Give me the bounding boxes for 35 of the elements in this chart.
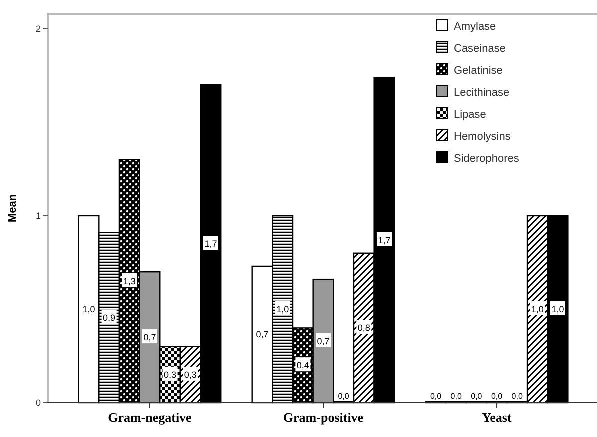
data-label: 0,0 <box>450 392 462 401</box>
data-label: 0,0 <box>430 392 442 401</box>
data-label: 0,0 <box>491 392 504 401</box>
data-label: 1,7 <box>378 235 391 246</box>
data-label: 0,7 <box>256 330 269 340</box>
legend-label: Gelatinise <box>454 65 503 77</box>
y-tick-label: 0 <box>36 398 41 408</box>
data-label: 0,7 <box>317 336 330 346</box>
x-tick-label: Yeast <box>482 410 512 425</box>
data-label: 1,7 <box>204 239 218 250</box>
data-label: 0,4 <box>296 360 310 371</box>
data-label: 1,0 <box>82 304 96 314</box>
data-label: 1,3 <box>123 276 136 286</box>
data-label: 0,0 <box>338 392 350 401</box>
x-tick-label: Gram-positive <box>283 410 364 425</box>
data-label: 0,8 <box>358 323 370 334</box>
x-tick-label: Gram-negative <box>108 410 192 425</box>
data-label: 1,0 <box>552 304 564 314</box>
y-tick-label: 1 <box>36 210 41 221</box>
data-label: 0,0 <box>512 392 524 401</box>
data-label: 1,0 <box>276 304 290 314</box>
legend-label: Lecithinase <box>454 87 510 99</box>
legend-label: Amylase <box>454 21 496 33</box>
y-tick-label: 2 <box>36 24 41 34</box>
data-label: 1,0 <box>531 304 544 314</box>
legend-label: Siderophores <box>454 153 520 165</box>
data-label: 0,3 <box>184 370 197 380</box>
legend-label: Lipase <box>454 109 486 121</box>
data-label: 0,0 <box>471 392 483 401</box>
data-label: 0,9 <box>103 312 116 323</box>
legend-label: Hemolysins <box>454 131 512 143</box>
data-label: 0,7 <box>144 332 156 343</box>
legend-label: Caseinase <box>454 43 506 55</box>
y-axis-title: Mean <box>7 194 19 223</box>
data-label: 0,3 <box>164 370 177 380</box>
